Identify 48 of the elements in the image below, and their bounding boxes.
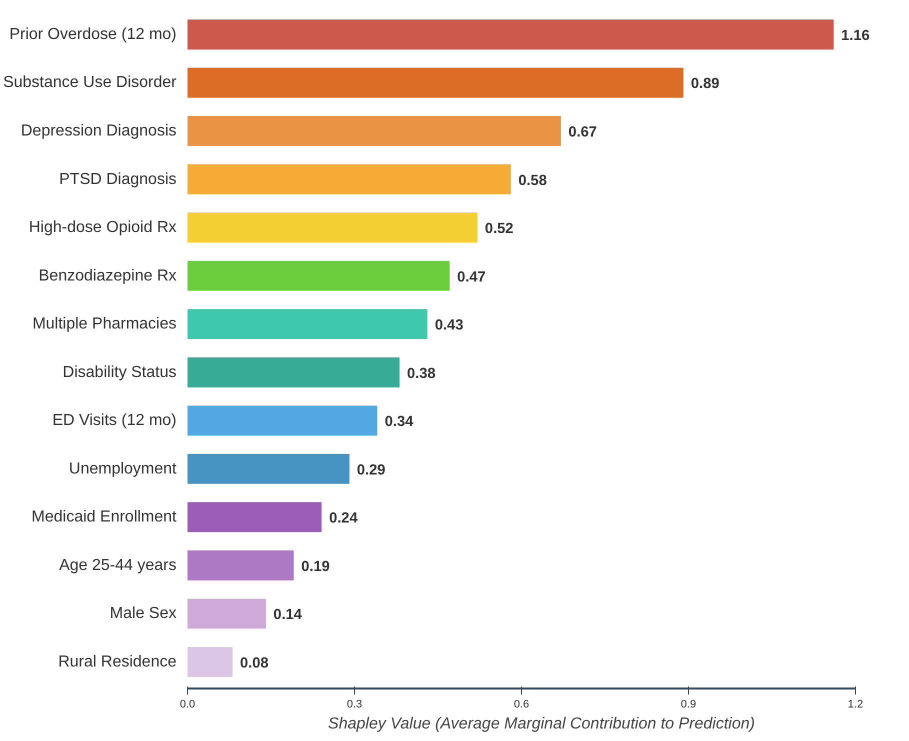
y-tick-label: Multiple Pharmacies — [32, 316, 177, 333]
data-label: 0.14 — [273, 607, 303, 624]
data-label: 0.19 — [301, 558, 330, 575]
bar — [188, 260, 450, 291]
bar — [188, 454, 350, 484]
x-tick-label: 0.9 — [680, 698, 696, 710]
x-axis-title: Shapley Value (Average Marginal Contribution to Prediction) — [328, 716, 755, 732]
y-tick-label: Benzodiazepine Rx — [38, 267, 177, 284]
data-label: 1.16 — [841, 28, 870, 44]
bar — [188, 164, 511, 194]
y-tick-label: Disability Status — [62, 364, 177, 381]
y-tick-label: ED Visits (12 mo) — [52, 412, 177, 430]
data-label: 0.47 — [457, 269, 486, 286]
data-label: 0.43 — [434, 318, 464, 334]
data-label: 0.24 — [329, 510, 358, 527]
bar — [188, 357, 400, 388]
bar — [188, 598, 266, 629]
y-tick-label: Depression Diagnosis — [20, 122, 177, 140]
data-label: 0.52 — [484, 221, 514, 238]
x-tick-label: 1.2 — [848, 698, 864, 710]
y-tick-label: High-dose Opioid Rx — [28, 219, 176, 236]
data-label: 0.29 — [356, 462, 386, 478]
bar — [188, 116, 561, 146]
data-label: 0.89 — [690, 76, 720, 92]
bar — [188, 212, 478, 243]
y-tick-label: Unemployment — [68, 460, 178, 478]
bar — [188, 550, 294, 580]
y-tick-label: Prior Overdose (12 mo) — [9, 26, 177, 43]
bar — [188, 19, 834, 50]
y-tick-label: PTSD Diagnosis — [59, 170, 176, 188]
data-label: 0.58 — [518, 172, 547, 189]
y-tick-label: Age 25-44 years — [59, 556, 176, 574]
data-label: 0.08 — [240, 655, 269, 672]
bar — [188, 406, 378, 436]
bar — [188, 646, 233, 677]
y-tick-label: Medicaid Enrollment — [32, 508, 178, 526]
y-tick-label: Male Sex — [110, 605, 177, 622]
x-tick-label: 0.6 — [514, 698, 530, 710]
x-tick-label: 0.0 — [180, 698, 196, 710]
bar — [188, 309, 428, 340]
y-tick-label: Rural Residence — [58, 653, 177, 670]
x-tick-label: 0.3 — [346, 698, 362, 710]
y-tick-label: Substance Use Disorder — [3, 74, 178, 92]
data-label: 0.34 — [384, 414, 414, 430]
data-label: 0.67 — [568, 124, 597, 140]
data-label: 0.38 — [407, 366, 436, 382]
bar — [188, 502, 322, 532]
bar — [188, 68, 684, 98]
